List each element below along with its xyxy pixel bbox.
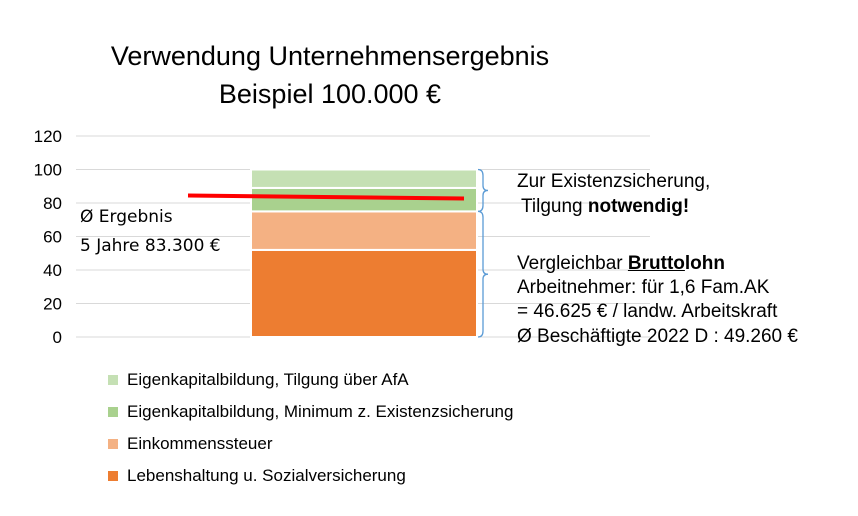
legend-label: Einkommenssteuer bbox=[127, 434, 273, 453]
y-tick-label-100: 100 bbox=[34, 161, 62, 180]
gross-wage-annotation-line-4: Ø Beschäftigte 2022 D : 49.260 € bbox=[517, 326, 798, 347]
bar-segment-2 bbox=[250, 210, 478, 251]
brace-gross-wage bbox=[477, 210, 489, 338]
y-tick-label-20: 20 bbox=[43, 295, 62, 314]
y-tick-label-60: 60 bbox=[43, 228, 62, 247]
brace-existence bbox=[477, 168, 489, 213]
chart-title-line-2: Beispiel 100.000 € bbox=[218, 79, 442, 109]
y-tick-label-120: 120 bbox=[34, 127, 62, 146]
existence-annotation-line-2: Tilgung notwendig! bbox=[521, 195, 689, 219]
legend-swatch bbox=[108, 439, 118, 449]
legend-swatch bbox=[108, 471, 118, 481]
existence-annotation-prefix: Tilgung bbox=[521, 196, 583, 217]
legend-item-1: Eigenkapitalbildung, Tilgung über AfA bbox=[108, 364, 513, 396]
gross-wage-prefix: Vergleichbar bbox=[517, 253, 623, 274]
chart-title-line-1: Verwendung Unternehmensergebnis bbox=[110, 41, 550, 71]
legend-item-3: Einkommenssteuer bbox=[108, 428, 513, 460]
average-result-label: Ø Ergebnis bbox=[80, 207, 173, 227]
y-tick-label-80: 80 bbox=[43, 194, 62, 213]
legend-label: Lebenshaltung u. Sozialversicherung bbox=[127, 466, 406, 485]
average-result-value: 5 Jahre 83.300 € bbox=[80, 236, 221, 256]
legend-item-4: Lebenshaltung u. Sozialversicherung bbox=[108, 460, 513, 492]
legend-swatch bbox=[108, 407, 118, 417]
y-tick-label-0: 0 bbox=[53, 328, 62, 347]
legend-swatch bbox=[108, 375, 118, 385]
gross-wage-annotation-line-3: = 46.625 € / landw. Arbeitskraft bbox=[517, 301, 778, 322]
legend-item-2: Eigenkapitalbildung, Minimum z. Existenz… bbox=[108, 396, 513, 428]
gross-wage-annotation-line-1: Vergleichbar Bruttolohn bbox=[517, 252, 725, 276]
chart-legend: Eigenkapitalbildung, Tilgung über AfA Eig… bbox=[108, 364, 513, 492]
bar-segment-1 bbox=[250, 248, 478, 338]
existence-annotation-line-1: Zur Existenzsicherung, bbox=[517, 171, 711, 192]
legend-label: Eigenkapitalbildung, Minimum z. Existenz… bbox=[127, 402, 514, 421]
legend-label: Eigenkapitalbildung, Tilgung über AfA bbox=[127, 370, 409, 389]
y-tick-label-40: 40 bbox=[43, 261, 62, 280]
gross-wage-underlined: Brutto bbox=[627, 253, 685, 274]
gross-wage-suffix: lohn bbox=[684, 253, 725, 274]
bar-segment-4 bbox=[250, 168, 478, 189]
existence-annotation-bold: notwendig! bbox=[587, 196, 690, 217]
gross-wage-keyword: Bruttolohn bbox=[628, 253, 725, 274]
average-reference-line bbox=[187, 193, 465, 201]
gross-wage-annotation-line-2: Arbeitnehmer: für 1,6 Fam.AK bbox=[517, 277, 770, 298]
